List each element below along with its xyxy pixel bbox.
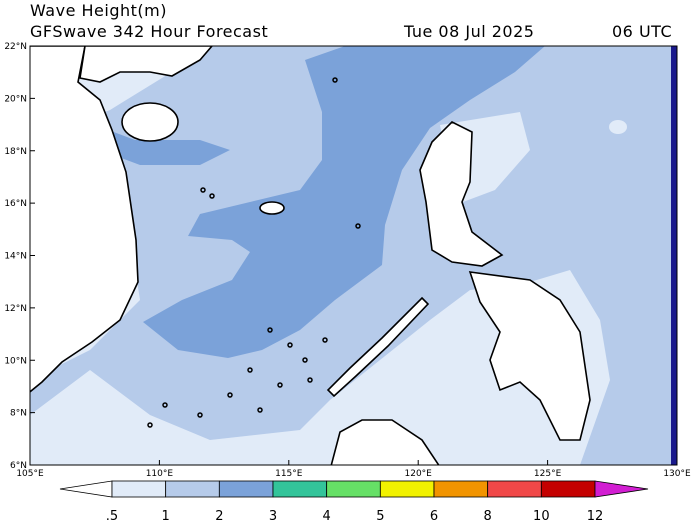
land	[121, 102, 179, 142]
land	[30, 46, 139, 393]
lon-label: 130°E	[663, 469, 691, 479]
rough-zone	[143, 46, 545, 358]
colorbar-label: 6	[430, 509, 438, 524]
colorbar-label: 10	[533, 509, 550, 524]
colorbar-label: 12	[587, 509, 604, 524]
subtitle: GFSwave 342 Hour Forecast	[30, 22, 268, 41]
colorbar-segment	[165, 480, 220, 498]
lat-label: 16°N	[4, 199, 27, 209]
colorbar-segment	[540, 480, 596, 498]
colorbar-segment	[272, 480, 328, 498]
lat-label: 12°N	[4, 304, 27, 314]
edge-band	[671, 46, 677, 465]
lat-label: 14°N	[4, 252, 27, 262]
lat-label: 20°N	[4, 94, 27, 104]
land	[79, 46, 214, 83]
lon-label: 120°E	[405, 469, 433, 479]
colorbar-label: .5	[106, 509, 118, 524]
colorbar-label: 5	[376, 509, 384, 524]
land	[259, 201, 285, 215]
colorbar-label: 2	[215, 509, 223, 524]
colorbar-segment	[218, 480, 274, 498]
lon-label: 115°E	[275, 469, 303, 479]
land	[468, 271, 591, 441]
calm-zone	[609, 120, 627, 134]
lon-label: 110°E	[146, 469, 174, 479]
colorbar-label: 1	[162, 509, 170, 524]
colorbar-segment	[111, 480, 167, 498]
lon-label: 105°E	[16, 469, 44, 479]
colorbar-label: 3	[269, 509, 277, 524]
lat-label: 8°N	[10, 409, 27, 419]
colorbar-segment	[487, 480, 542, 498]
lat-label: 18°N	[4, 147, 27, 157]
lat-label: 6°N	[10, 461, 27, 471]
lat-label: 22°N	[4, 42, 27, 52]
colorbar-label: 4	[323, 509, 331, 524]
lat-label: 10°N	[4, 356, 27, 366]
colorbar-cap	[59, 480, 113, 498]
colorbar-segment	[433, 480, 489, 498]
land	[330, 419, 440, 465]
islands	[147, 77, 361, 428]
land	[326, 296, 430, 398]
title: Wave Height(m)	[30, 1, 167, 20]
date: Tue 08 Jul 2025	[403, 22, 534, 41]
rough-zone	[95, 125, 230, 165]
colorbar-cap	[594, 480, 649, 498]
lon-label: 125°E	[534, 469, 562, 479]
colorbar-segment	[326, 480, 381, 498]
land	[419, 121, 504, 267]
calm-zone	[30, 270, 610, 465]
map	[29, 45, 678, 466]
colorbar-label: 8	[484, 509, 492, 524]
colorbar-segment	[379, 480, 435, 498]
time: 06 UTC	[612, 22, 672, 41]
